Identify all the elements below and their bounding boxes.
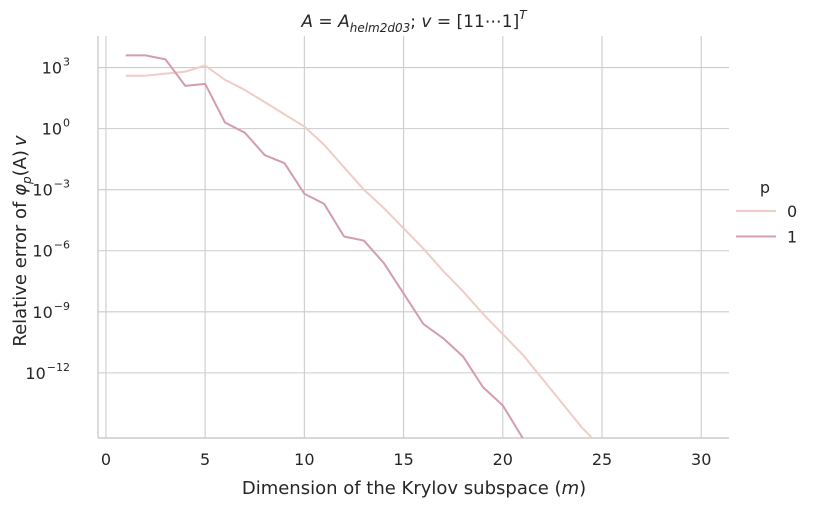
legend-label-p1: 1 [787, 228, 797, 247]
x-tick-label: 0 [101, 450, 111, 469]
series-line-p1 [125, 54, 525, 438]
y-tick-label: 10−3 [32, 178, 70, 200]
y-tick-label: 100 [42, 117, 70, 139]
y-tick-label: 10−6 [32, 239, 70, 261]
chart-title: A = Ahelm2d03; v = [11⋯1]T [300, 8, 528, 35]
legend: p 0 1 [736, 178, 797, 247]
legend-title: p [760, 178, 770, 197]
x-tick-label: 10 [294, 450, 314, 469]
series-lines [125, 54, 594, 438]
axes [97, 36, 729, 439]
tick-labels: 0 5 10 15 20 25 30 103 100 10−3 10−6 10−9 10−12 [25, 56, 711, 469]
x-tick-label: 25 [592, 450, 612, 469]
x-axis-label: Dimension of the Krylov subspace (m) [242, 478, 586, 499]
legend-label-p0: 0 [787, 202, 797, 221]
x-tick-label: 15 [393, 450, 413, 469]
x-tick-label: 20 [493, 450, 513, 469]
x-tick-label: 30 [691, 450, 711, 469]
x-tick-label: 5 [200, 450, 210, 469]
y-tick-label: 103 [42, 56, 70, 78]
y-tick-label: 10−9 [32, 300, 70, 322]
series-line-p0 [125, 64, 594, 438]
y-tick-label: 10−12 [25, 361, 70, 383]
grid [98, 36, 729, 438]
y-axis-label: Relative error of φp(A)v [10, 135, 34, 347]
